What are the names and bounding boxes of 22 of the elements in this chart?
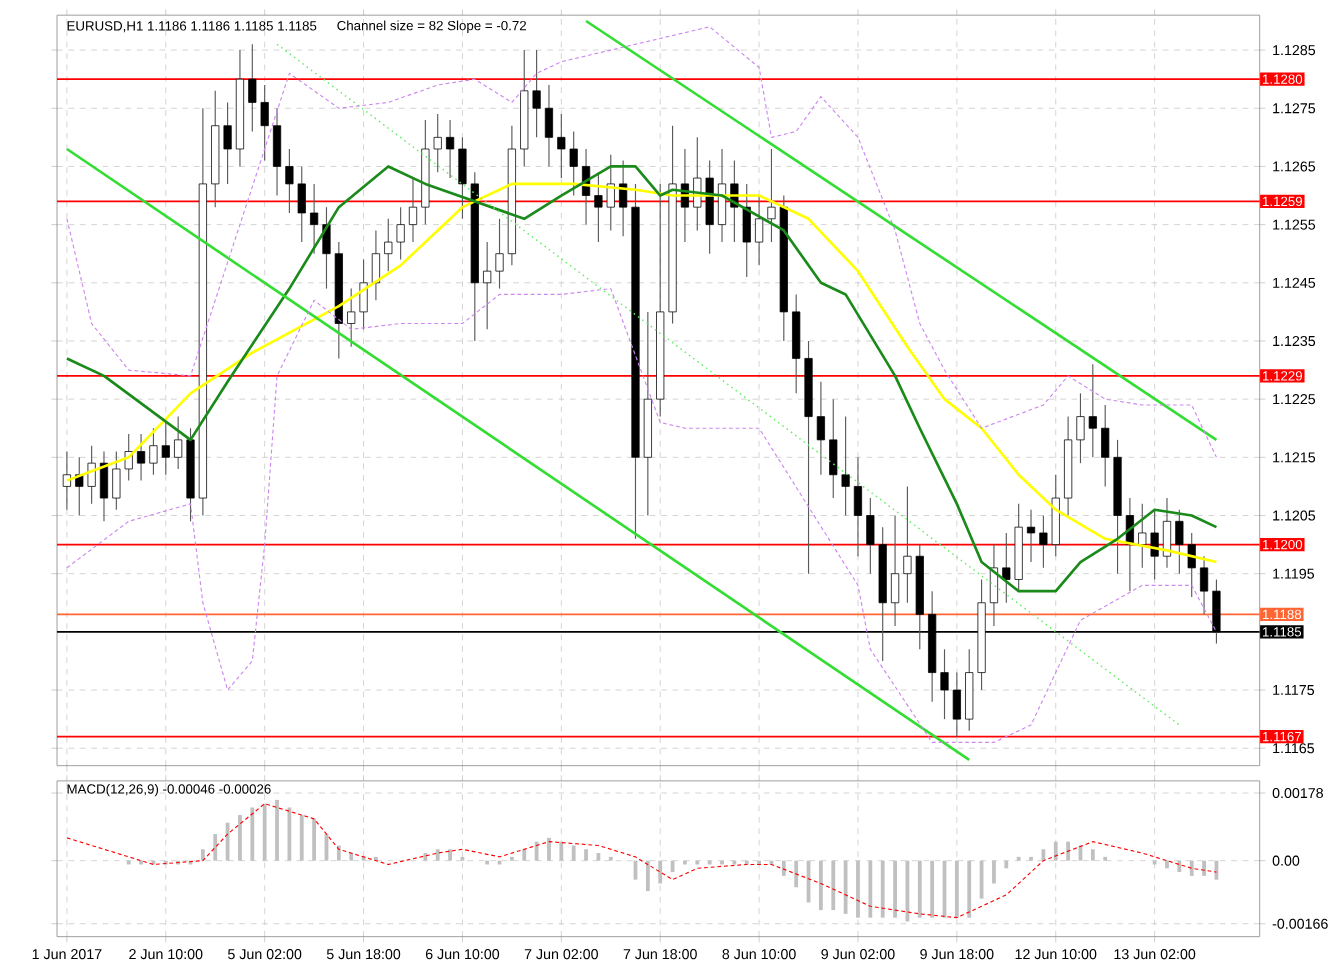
candlestick bbox=[136, 433, 146, 481]
candlestick bbox=[310, 182, 319, 254]
candlestick bbox=[544, 83, 554, 167]
candlestick bbox=[371, 229, 381, 301]
candlestick bbox=[272, 107, 282, 196]
candlestick bbox=[816, 380, 825, 475]
line-series bbox=[66, 802, 1217, 918]
candlestick bbox=[755, 194, 764, 266]
candlestick bbox=[742, 182, 751, 278]
candlestick bbox=[952, 671, 961, 737]
candlestick bbox=[619, 159, 628, 237]
candlestick bbox=[1199, 555, 1209, 615]
candlestick bbox=[408, 177, 418, 243]
candlestick bbox=[940, 648, 949, 720]
candlestick bbox=[99, 450, 109, 522]
candlestick bbox=[1026, 508, 1036, 563]
candlestick bbox=[890, 514, 900, 627]
candlestick bbox=[445, 118, 455, 179]
candlestick bbox=[717, 147, 727, 243]
candlestick bbox=[853, 456, 863, 557]
candlestick bbox=[1162, 497, 1172, 568]
candlestick bbox=[62, 450, 71, 510]
